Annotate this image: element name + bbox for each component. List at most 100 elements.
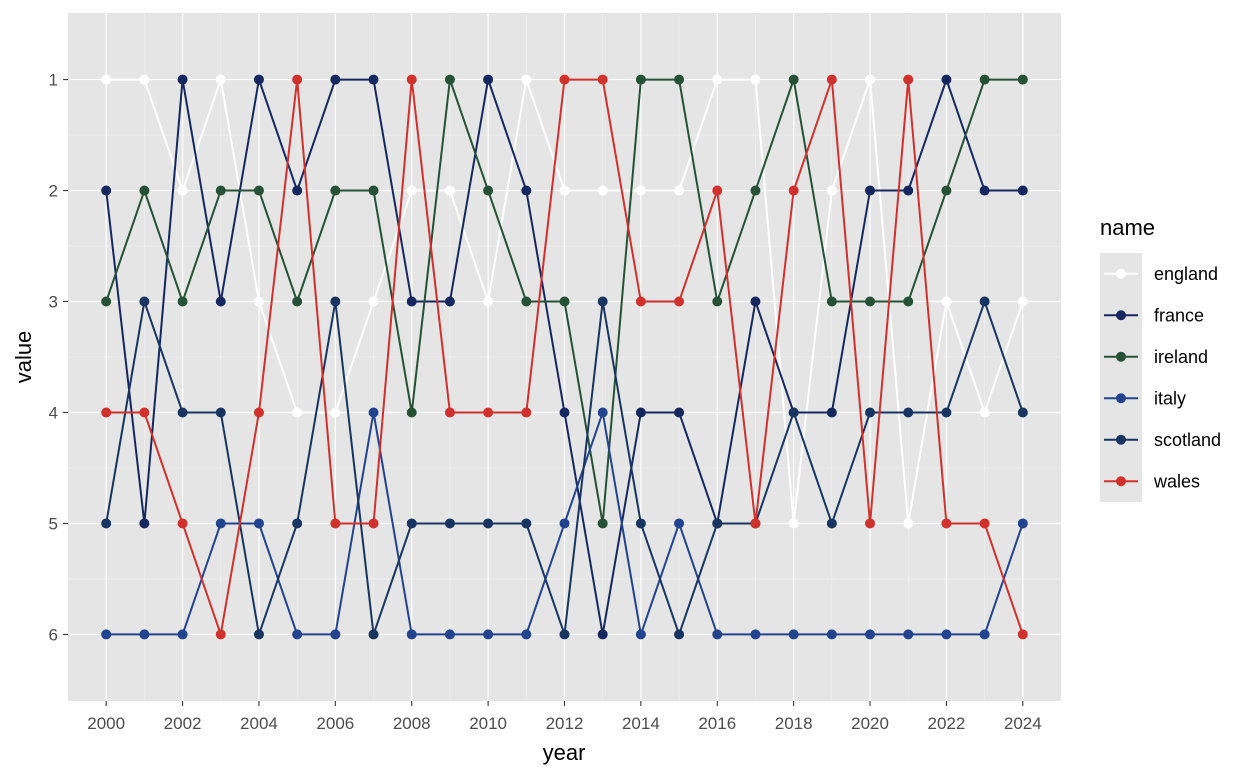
x-tick-label: 2004 (240, 714, 278, 733)
data-point-england (444, 185, 455, 196)
data-point-ireland (139, 185, 150, 196)
legend-item-england: england (1104, 264, 1218, 284)
data-point-england (941, 296, 952, 307)
data-point-wales (101, 407, 112, 418)
data-point-ireland (177, 296, 188, 307)
legend-keys: england france ireland italy scotland wales (1100, 253, 1221, 502)
data-point-england (483, 296, 494, 307)
series-england (101, 74, 1028, 529)
data-point-france (292, 185, 303, 196)
y-axis-title: value (11, 331, 36, 384)
legend-title: name (1100, 215, 1155, 240)
data-point-england (712, 74, 723, 85)
data-point-france (941, 74, 952, 85)
data-point-ireland (635, 74, 646, 85)
data-point-ireland (1017, 74, 1028, 85)
series-ireland (101, 74, 1028, 529)
data-point-scotland (1017, 407, 1028, 418)
data-point-italy (559, 518, 570, 529)
data-point-italy (712, 629, 723, 640)
data-point-england (826, 185, 837, 196)
x-tick-label: 2012 (546, 714, 584, 733)
legend-key-background (1100, 253, 1142, 502)
data-point-ireland (826, 296, 837, 307)
data-point-ireland (101, 296, 112, 307)
data-point-england (406, 185, 417, 196)
x-axis-title: year (543, 740, 586, 765)
data-point-wales (826, 74, 837, 85)
data-point-italy (101, 629, 112, 640)
data-point-england (253, 296, 264, 307)
data-point-wales (521, 407, 532, 418)
data-point-scotland (597, 296, 608, 307)
y-tick-label: 5 (49, 514, 58, 533)
data-point-italy (979, 629, 990, 640)
data-point-italy (635, 629, 646, 640)
data-point-wales (330, 518, 341, 529)
legend-key-point (1116, 393, 1126, 404)
data-point-italy (941, 629, 952, 640)
data-point-england (559, 185, 570, 196)
data-point-wales (635, 296, 646, 307)
legend-label: wales (1153, 471, 1200, 491)
data-point-wales (483, 407, 494, 418)
data-point-scotland (941, 407, 952, 418)
data-point-scotland (253, 629, 264, 640)
series-france (101, 74, 1028, 640)
data-point-wales (712, 185, 723, 196)
data-point-france (139, 518, 150, 529)
legend-item-scotland: scotland (1104, 430, 1221, 450)
data-point-france (674, 407, 685, 418)
data-point-wales (979, 518, 990, 529)
data-point-ireland (444, 74, 455, 85)
data-point-scotland (368, 629, 379, 640)
data-point-france (177, 74, 188, 85)
data-point-england (635, 185, 646, 196)
data-point-italy (139, 629, 150, 640)
data-point-wales (253, 407, 264, 418)
data-point-england (979, 407, 990, 418)
data-point-france (444, 296, 455, 307)
series-layer (101, 74, 1028, 640)
data-point-ireland (750, 185, 761, 196)
legend-key-point (1116, 268, 1126, 279)
data-point-scotland (865, 407, 876, 418)
data-point-ireland (521, 296, 532, 307)
data-point-italy (406, 629, 417, 640)
data-point-ireland (788, 74, 799, 85)
series-wales (101, 74, 1028, 640)
legend-item-wales: wales (1104, 471, 1200, 491)
data-point-scotland (635, 518, 646, 529)
data-point-scotland (177, 407, 188, 418)
data-point-england (521, 74, 532, 85)
data-point-scotland (215, 407, 226, 418)
data-point-france (903, 185, 914, 196)
y-tick-label: 2 (49, 182, 58, 201)
data-point-italy (444, 629, 455, 640)
data-point-italy (330, 629, 341, 640)
data-point-france (559, 407, 570, 418)
data-point-ireland (597, 518, 608, 529)
data-point-france (368, 74, 379, 85)
data-point-italy (253, 518, 264, 529)
data-point-ireland (292, 296, 303, 307)
data-point-france (865, 185, 876, 196)
data-point-ireland (712, 296, 723, 307)
data-point-ireland (674, 74, 685, 85)
data-point-france (101, 185, 112, 196)
data-point-ireland (483, 185, 494, 196)
data-point-italy (674, 518, 685, 529)
series-scotland (101, 296, 1028, 640)
data-point-scotland (674, 629, 685, 640)
data-point-england (101, 74, 112, 85)
data-point-scotland (139, 296, 150, 307)
data-point-wales (406, 74, 417, 85)
data-point-wales (597, 74, 608, 85)
data-point-france (750, 296, 761, 307)
data-point-wales (177, 518, 188, 529)
x-tick-label: 2002 (164, 714, 202, 733)
data-point-france (215, 296, 226, 307)
data-point-scotland (979, 296, 990, 307)
data-point-italy (368, 407, 379, 418)
data-point-scotland (788, 407, 799, 418)
